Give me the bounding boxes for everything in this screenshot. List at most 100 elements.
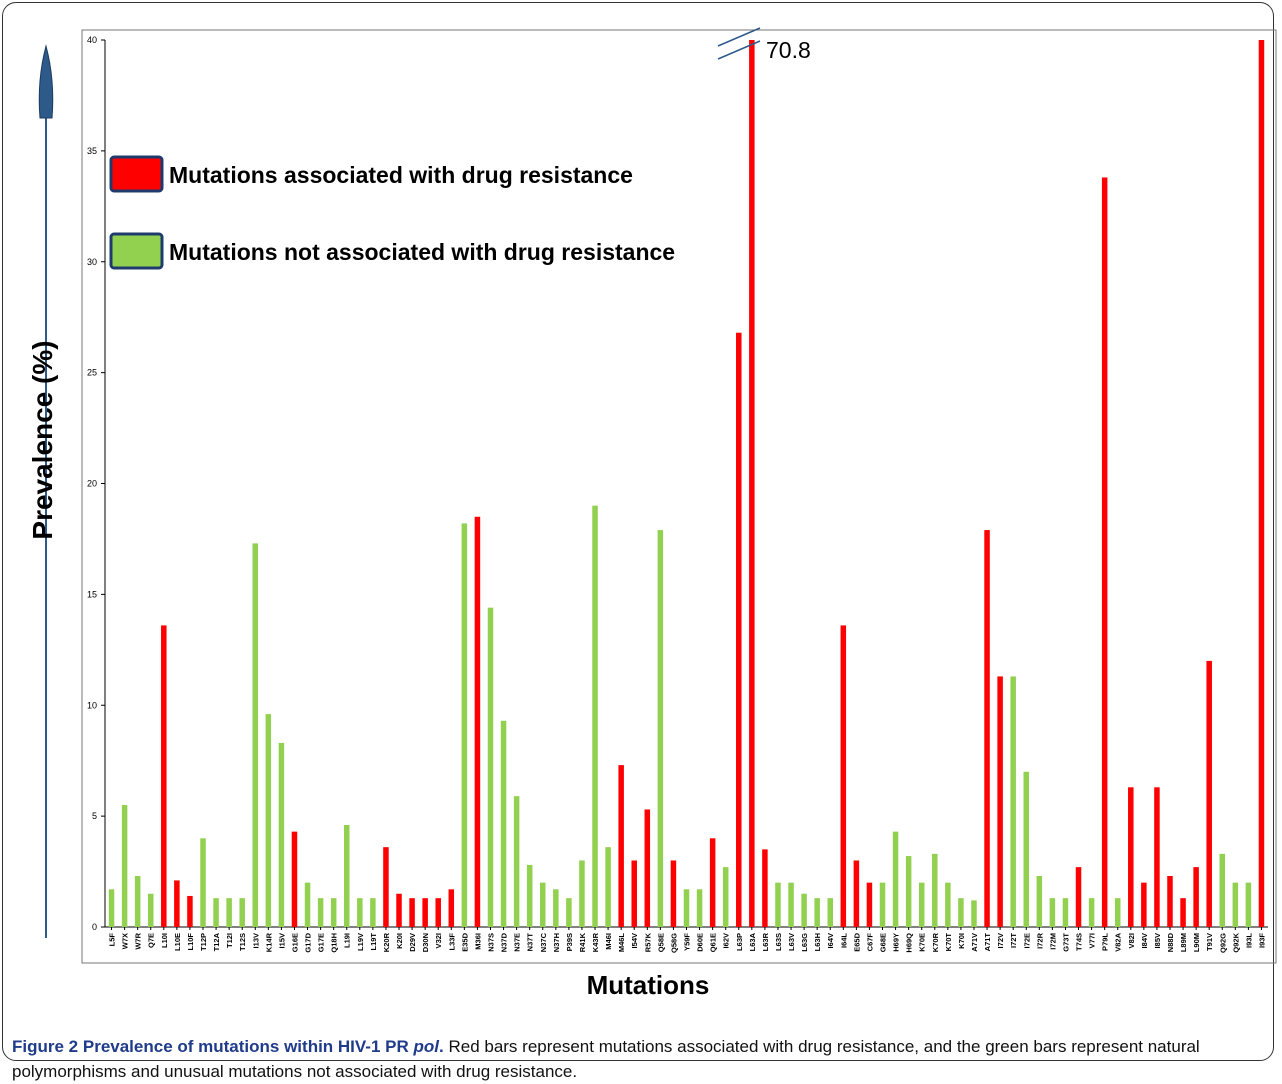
x-tick-label: L19T [369, 933, 378, 951]
x-tick-label: I72E [1022, 933, 1031, 948]
bar-l89m [1180, 898, 1186, 927]
bar-i84v [1141, 882, 1147, 927]
x-tick-label: I13V [251, 933, 260, 948]
bar-h69q [905, 856, 912, 927]
bar-t12s [239, 898, 245, 927]
x-tick-label: I15V [277, 933, 286, 948]
x-tick-label: C67F [865, 933, 874, 952]
bar-l63g [801, 893, 807, 927]
bar-i72m [1049, 898, 1056, 927]
bar-d60e [696, 889, 703, 927]
x-tick-label: L5F [108, 933, 117, 947]
bar-l63a [749, 40, 755, 927]
x-tick-label: L90M [1192, 933, 1201, 952]
x-tick-label: K70I [957, 933, 966, 949]
bar-i64l [840, 625, 847, 927]
x-tick-label: G16E [290, 933, 299, 952]
bar-a71t [984, 530, 990, 927]
legend-swatch-non-resistance [109, 232, 164, 270]
x-tick-label: I64V [826, 933, 835, 948]
bar-m36i [474, 516, 481, 927]
bar-k70e [918, 882, 925, 927]
x-tick-label: T74S [1075, 933, 1084, 951]
bar-n88d [1167, 875, 1173, 927]
bar-i93l [1245, 882, 1252, 927]
x-tick-label: M46L [617, 933, 626, 953]
bar-e65d [853, 860, 860, 927]
bar-k70t [945, 882, 951, 927]
bar-n37d [500, 720, 507, 927]
x-tick-label: L63A [748, 932, 757, 951]
x-tick-label: Q58G [669, 933, 678, 953]
x-tick-label: Q18H [330, 933, 339, 953]
x-tick-label: R41K [578, 932, 587, 952]
bar-v77i [1088, 898, 1095, 927]
x-tick-label: I84V [1140, 933, 1149, 948]
bar-l10f [187, 895, 193, 927]
bar-t12i [226, 898, 232, 927]
bar-i72r [1036, 875, 1043, 927]
caption-title: Prevalence of mutations within HIV-1 PR [82, 1037, 414, 1056]
y-tick-label: 5 [92, 811, 97, 821]
bar-v32i [435, 898, 441, 927]
bar-l19t [370, 898, 376, 927]
bar-k20i [396, 893, 402, 927]
x-tick-label: M46I [604, 933, 613, 950]
x-tick-label: I64L [839, 933, 848, 948]
bar-q18h [330, 898, 337, 927]
x-tick-labels: L5F W7X W7R Q7E L10I L10E L10F T12P T12A T12I T12S… [108, 927, 1266, 953]
x-tick-label: I93F [1257, 933, 1266, 948]
legend-swatch-resistance [109, 155, 164, 193]
bar-n37t [526, 864, 533, 927]
x-tick-label: K70E [918, 933, 927, 952]
bar-l19i [343, 824, 350, 927]
bar-l5f [108, 889, 115, 927]
bar-k70i [958, 898, 964, 927]
x-tick-label: Q92G [1218, 933, 1227, 953]
y-tick-label: 0 [92, 922, 97, 932]
x-tick-label: V82A [1114, 932, 1123, 951]
bar-q7e [147, 893, 154, 927]
x-tick-label: I54V [630, 933, 639, 948]
x-tick-label: V77I [1088, 933, 1097, 948]
bar-k43r [592, 505, 598, 927]
x-tick-label: Q58E [656, 933, 665, 952]
bar-i93f [1258, 40, 1265, 927]
x-tick-label: I62V [722, 933, 731, 948]
x-tick-label: K20R [382, 932, 391, 952]
x-tick-label: L89M [1179, 933, 1188, 952]
bar-a71v [971, 900, 977, 927]
axis-break-mark [717, 27, 761, 60]
x-tick-label: V32I [434, 933, 443, 948]
bar-l10e [174, 880, 180, 927]
bar-i13v [252, 543, 259, 927]
x-tick-label: H69Q [905, 933, 914, 953]
x-tick-label: I72M [1048, 933, 1057, 950]
bar-l19v [357, 898, 363, 927]
bar-chart: 0 5 10 15 20 25 30 35 40 L5F W7X W7R Q7E L10I L10E L10… [27, 27, 1277, 1000]
bar-r41k [579, 860, 585, 927]
x-tick-label: Q92K [1231, 932, 1240, 952]
bar-v82i [1128, 787, 1134, 927]
y-tick-label: 40 [87, 35, 97, 45]
x-tick-label: I72T [1009, 933, 1018, 948]
x-tick-label: K20I [395, 933, 404, 949]
y-tick-label: 30 [87, 257, 97, 267]
bar-n37e [513, 796, 520, 927]
x-tick-label: L63G [800, 933, 809, 952]
bar-h69y [892, 831, 899, 927]
x-tick-label: L63S [774, 933, 783, 951]
bar-l63p [736, 332, 742, 928]
x-tick-label: I93L [1244, 933, 1253, 948]
caption-title-end: . [439, 1037, 444, 1056]
bar-k14r [265, 714, 272, 927]
x-tick-label: E65D [852, 932, 861, 951]
x-tick-label: Y59F [683, 933, 692, 951]
x-tick-label: L10E [173, 933, 182, 951]
bar-n37h [553, 889, 559, 927]
x-tick-label: D60E [696, 933, 705, 952]
bar-i54v [631, 860, 637, 927]
bar-w7x [121, 805, 128, 927]
bar-c67f [866, 882, 873, 927]
y-tick-label: 25 [87, 368, 97, 378]
